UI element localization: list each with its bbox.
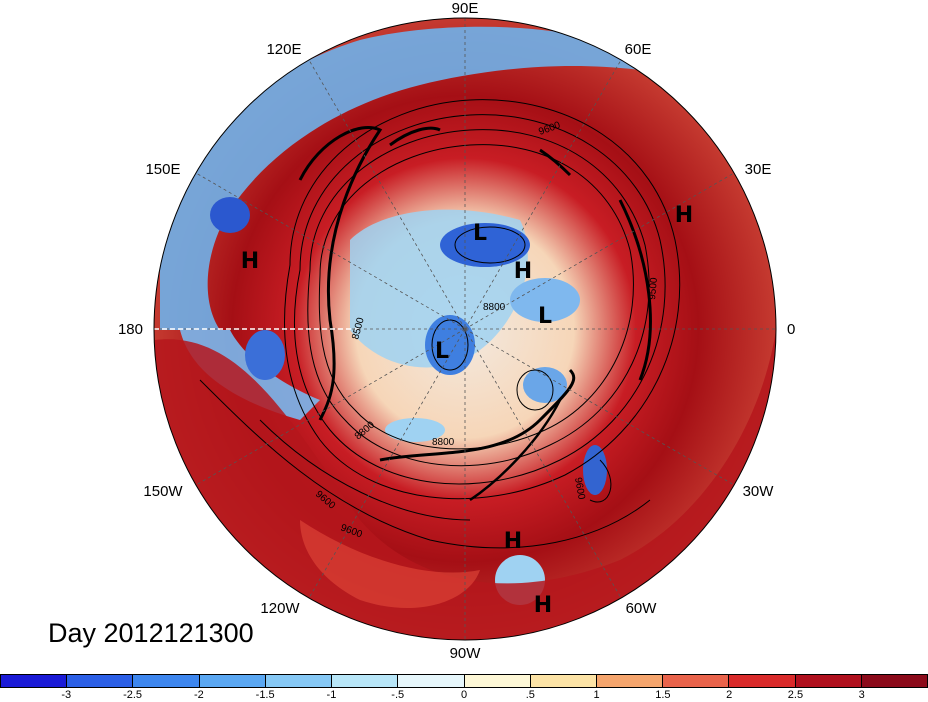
colorbar-tick-label: -2.5 bbox=[123, 689, 143, 701]
colorbar-tick-label: 2 bbox=[726, 689, 733, 701]
colorbar-tick-label: -2 bbox=[193, 689, 204, 701]
colorbar-tick-label: -1.5 bbox=[255, 689, 275, 701]
graticule bbox=[154, 18, 776, 640]
colorbar-tick-label: -.5 bbox=[391, 689, 405, 701]
contour-label: 9600 bbox=[572, 477, 587, 501]
colorbar-tick-label: 1.5 bbox=[655, 689, 671, 701]
colorbar-tick-label: 2.5 bbox=[787, 689, 804, 701]
colorbar-tick-label: -1 bbox=[326, 689, 337, 701]
lon-label-0: 0 bbox=[787, 321, 795, 338]
colorbar-tick-label: -3 bbox=[61, 689, 72, 701]
lon-label-180: 180 bbox=[118, 321, 143, 338]
contour-label: 8800 bbox=[432, 437, 455, 448]
high-center: H bbox=[675, 203, 693, 228]
lon-label-150e: 150E bbox=[145, 161, 180, 178]
high-center: H bbox=[534, 593, 552, 618]
colorbar-swatch bbox=[795, 675, 862, 687]
lon-label-30e: 30E bbox=[745, 161, 772, 178]
colorbar-tick-label: 3 bbox=[858, 689, 865, 701]
colorbar-swatch bbox=[133, 675, 200, 687]
colorbar-swatch bbox=[199, 675, 266, 687]
high-center: H bbox=[514, 259, 532, 284]
colorbar-swatch bbox=[530, 675, 597, 687]
colorbar-swatch bbox=[464, 675, 531, 687]
day-label: Day 2012121300 bbox=[48, 618, 254, 648]
contour-label: 9500 bbox=[647, 277, 660, 301]
height-contours bbox=[199, 99, 681, 549]
colorbar-swatch bbox=[67, 675, 134, 687]
lon-label-90e: 90E bbox=[452, 0, 479, 17]
colorbar-swatch bbox=[398, 675, 465, 687]
lon-label-60e: 60E bbox=[625, 41, 652, 58]
colorbar-swatch bbox=[596, 675, 664, 687]
colorbar-swatch bbox=[861, 675, 928, 687]
low-center: L bbox=[538, 304, 552, 329]
colorbar-tick-label: 0 bbox=[460, 689, 468, 701]
contour-label: 8800 bbox=[483, 302, 506, 313]
colorbar-swatch bbox=[332, 675, 399, 687]
lon-label-30w: 30W bbox=[743, 483, 775, 500]
colorbar-swatch bbox=[663, 675, 730, 687]
map-border bbox=[153, 17, 777, 641]
colorbar-swatch bbox=[729, 675, 796, 687]
lon-label-60w: 60W bbox=[626, 600, 658, 617]
lon-label-120e: 120E bbox=[266, 41, 301, 58]
low-center: L bbox=[473, 221, 487, 246]
high-center: H bbox=[504, 529, 522, 554]
colorbar-swatch bbox=[1, 675, 68, 687]
lon-label-120w: 120W bbox=[260, 600, 300, 617]
colorbar-tick-label: .5 bbox=[525, 689, 535, 701]
low-center: L bbox=[435, 339, 449, 364]
colorbar-swatch bbox=[265, 675, 333, 687]
high-center: H bbox=[241, 249, 259, 274]
lon-label-150w: 150W bbox=[143, 483, 183, 500]
colorbar-tick-label: 1 bbox=[593, 689, 600, 701]
colorbar bbox=[0, 674, 928, 688]
lon-label-90w: 90W bbox=[450, 645, 482, 662]
